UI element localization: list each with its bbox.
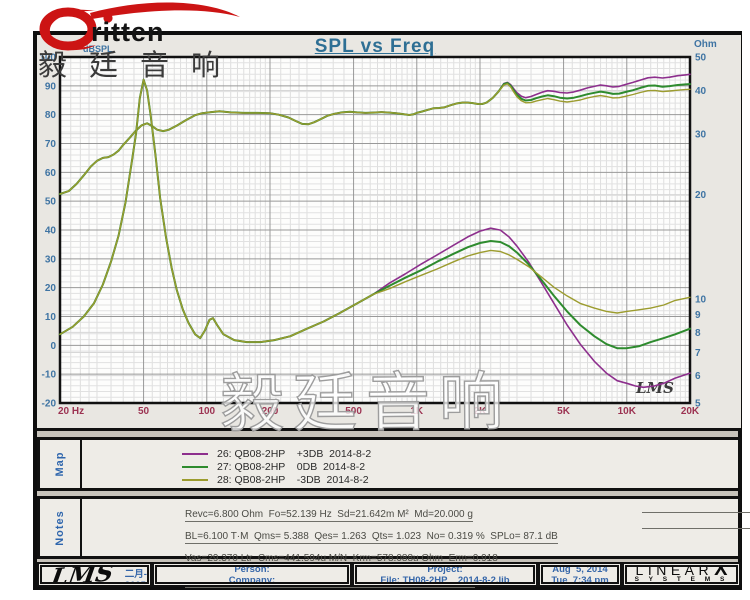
svg-text:-10: -10 xyxy=(42,370,57,381)
footer-cell-linearx: LINEAR X S Y S T E M S xyxy=(622,562,741,587)
footer-cell-version: LMS 4.5.0.351 二月-12-2005 xyxy=(37,562,152,587)
legend-swatch-green xyxy=(182,465,208,468)
svg-text:20: 20 xyxy=(695,190,707,201)
logo-swoosh-tail xyxy=(90,2,240,19)
brand-wordmark: ritten xyxy=(91,17,165,47)
legend-panel: Map 26: QB08-2HP +3DB 2014-8-2 27: QB08-… xyxy=(37,437,741,491)
svg-text:500: 500 xyxy=(345,406,362,417)
svg-text:dBSPL: dBSPL xyxy=(83,44,113,54)
svg-text:10: 10 xyxy=(45,312,57,323)
svg-text:8: 8 xyxy=(695,328,701,339)
company-label: Company: xyxy=(228,574,276,586)
legend-item: 28: QB08-2HP -3DB 2014-8-2 xyxy=(182,473,371,486)
svg-text:6: 6 xyxy=(695,371,701,382)
report-time: Tue 7:34 pm xyxy=(551,574,609,586)
legend-item: 27: QB08-2HP 0DB 2014-8-2 xyxy=(182,460,371,473)
notes-panel-side-cell: Notes xyxy=(40,499,82,556)
logo-dot-icon xyxy=(103,13,113,23)
legend-item-label: 26: QB08-2HP +3DB 2014-8-2 xyxy=(217,447,372,460)
svg-text:60: 60 xyxy=(45,168,57,179)
legend-panel-side-cell: Map xyxy=(40,440,82,488)
svg-text:30: 30 xyxy=(695,129,707,140)
svg-text:200: 200 xyxy=(262,406,279,417)
legend-swatch-purple xyxy=(182,452,208,455)
svg-text:1K: 1K xyxy=(410,406,424,417)
svg-text:30: 30 xyxy=(45,254,57,265)
svg-text:0: 0 xyxy=(50,341,56,352)
file-name: File: TH08-2HP 2014-8-2.lib xyxy=(380,574,510,586)
svg-text:20K: 20K xyxy=(681,406,700,417)
svg-text:-20: -20 xyxy=(42,399,57,410)
svg-text:20 Hz: 20 Hz xyxy=(58,406,84,417)
svg-text:20: 20 xyxy=(45,283,57,294)
footer-cell-project: Project: File: TH08-2HP 2014-8-2.lib xyxy=(352,562,538,587)
brand-chinese-text: 毅廷音响 xyxy=(38,48,243,82)
notes-panel-label: Notes xyxy=(54,509,66,546)
report-date: Aug 5, 2014 xyxy=(552,563,608,575)
svg-text:100: 100 xyxy=(39,53,56,64)
svg-text:7: 7 xyxy=(695,348,701,359)
legend-item-label: 28: QB08-2HP -3DB 2014-8-2 xyxy=(217,473,369,486)
app-version: 4.5.0.351 xyxy=(124,562,149,569)
svg-text:5K: 5K xyxy=(557,406,571,417)
svg-text:2K: 2K xyxy=(474,406,488,417)
app-version-date: 二月-12-2005 xyxy=(124,569,152,587)
footer-cell-person: Person: Company: xyxy=(152,562,352,587)
person-label: Person: xyxy=(234,563,270,575)
lms-logo: LMS xyxy=(49,562,116,587)
svg-text:40: 40 xyxy=(695,86,707,97)
svg-text:40: 40 xyxy=(45,226,57,237)
svg-text:50: 50 xyxy=(45,197,57,208)
notes-line: BL=6.100 T·M Qms= 5.388 Qes= 1.263 Qts= … xyxy=(185,531,558,544)
page-title: SPL vs Freq xyxy=(314,36,436,57)
svg-text:9: 9 xyxy=(695,310,701,321)
legend-item-label: 27: QB08-2HP 0DB 2014-8-2 xyxy=(217,460,366,473)
legend-rows: 26: QB08-2HP +3DB 2014-8-2 27: QB08-2HP … xyxy=(82,440,371,488)
notes-empty-field xyxy=(642,527,750,529)
linearx-systems-text: S Y S T E M S xyxy=(634,576,729,583)
svg-text:90: 90 xyxy=(45,81,57,92)
svg-text:70: 70 xyxy=(45,139,57,150)
svg-text:50: 50 xyxy=(138,406,150,417)
legend-swatch-olive xyxy=(182,478,208,481)
watermark-chinese: 毅廷音响 xyxy=(219,365,513,443)
footer-cell-datetime: Aug 5, 2014 Tue 7:34 pm xyxy=(538,562,622,587)
brand-logo-swirl xyxy=(39,2,240,51)
svg-text:5: 5 xyxy=(695,399,701,410)
logo-crescent-body xyxy=(39,7,97,51)
project-label: Project: xyxy=(427,563,463,575)
svg-text:50: 50 xyxy=(695,53,707,64)
notes-line: Revc=6.800 Ohm Fo=52.139 Hz Sd=21.642m M… xyxy=(185,509,473,522)
svg-text:100: 100 xyxy=(198,406,215,417)
svg-text:80: 80 xyxy=(45,110,57,121)
svg-text:Ohm: Ohm xyxy=(694,39,717,50)
notes-empty-field xyxy=(642,511,750,513)
svg-text:10K: 10K xyxy=(618,406,637,417)
legend-item: 26: QB08-2HP +3DB 2014-8-2 xyxy=(182,447,371,460)
notes-lines: Revc=6.800 Ohm Fo=52.139 Hz Sd=21.642m M… xyxy=(82,499,750,589)
svg-text:10: 10 xyxy=(695,294,707,305)
notes-panel: Notes Revc=6.800 Ohm Fo=52.139 Hz Sd=21.… xyxy=(37,496,750,589)
legend-panel-label: Map xyxy=(54,451,66,477)
